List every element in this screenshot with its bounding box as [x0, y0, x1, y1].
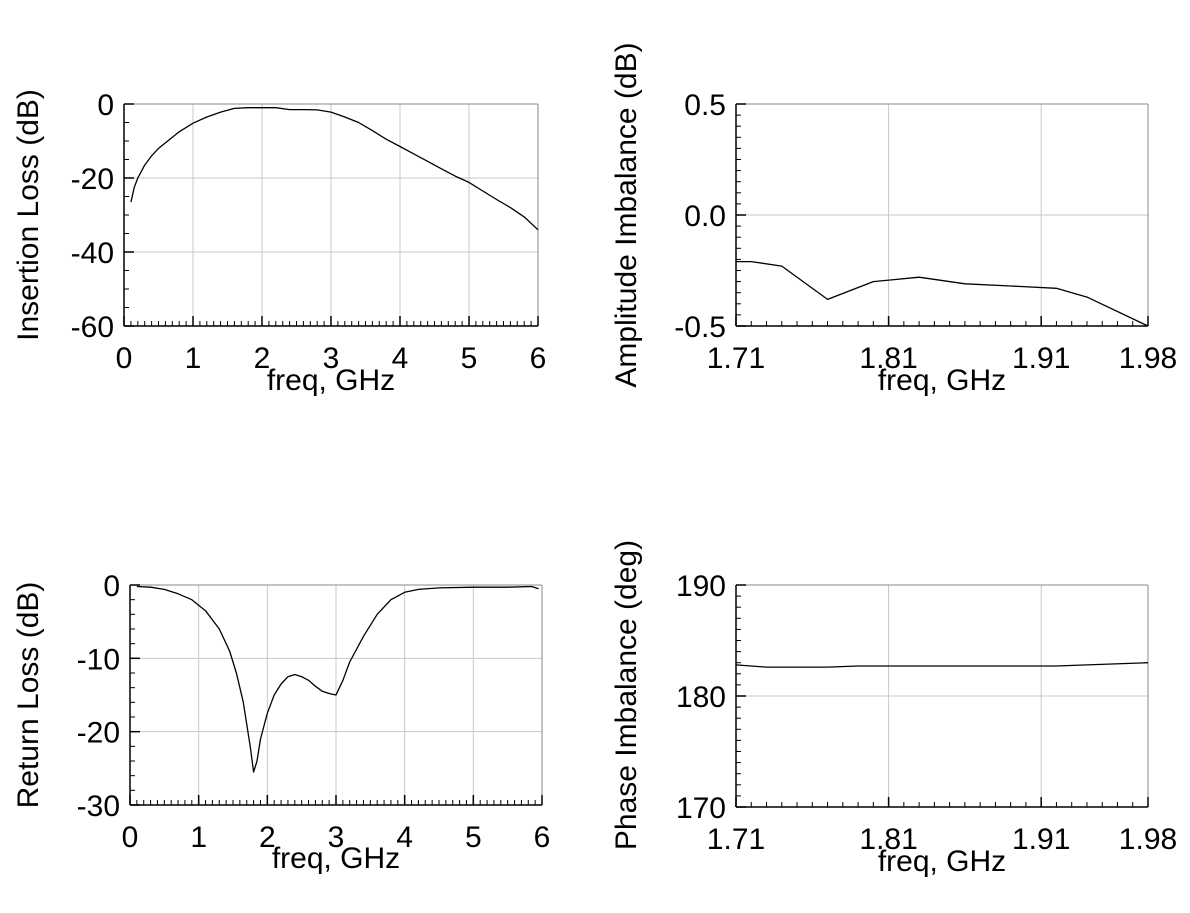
x-tick-label: 2	[254, 342, 271, 375]
y-axis-title: Return Loss (dB)	[12, 582, 45, 809]
x-tick-label: 2	[259, 821, 276, 854]
y-axis-title: Phase Imbalance (deg)	[610, 540, 643, 850]
y-axis-title: Insertion Loss (dB)	[12, 89, 45, 341]
x-tick-label: 4	[392, 342, 409, 375]
chart-insertion-loss: 0 1 2 3 4 5 6 0 -20 -40 -60 freq, GHz Insertion Loss…	[12, 89, 546, 397]
chart-amplitude-imbalance: 1.71 1.81 1.91 1.98 0.5 0.0 -0.5 freq, GHz Ampli…	[610, 42, 1177, 397]
x-tick-label: 1.81	[859, 823, 917, 856]
x-tick-label: 1.91	[1012, 342, 1070, 375]
y-tick-label: 0	[97, 89, 114, 122]
series-line	[735, 662, 1149, 668]
x-tick-label: 1.98	[1119, 342, 1177, 375]
x-tick-label: 1	[190, 821, 207, 854]
series-line	[736, 260, 1149, 327]
x-axis-title: freq, GHz	[878, 364, 1006, 397]
y-tick-label: 170	[676, 792, 726, 825]
x-tick-label: 1.71	[707, 342, 765, 375]
x-tick-label: 1	[185, 342, 202, 375]
y-tick-label: 0	[103, 570, 120, 603]
y-tick-label: 180	[676, 681, 726, 714]
y-tick-label: 0.0	[684, 200, 726, 233]
y-tick-label: 190	[676, 570, 726, 603]
x-tick-label: 4	[396, 821, 413, 854]
y-tick-label: -60	[71, 311, 114, 344]
x-tick-label: 1.98	[1119, 823, 1177, 856]
x-tick-label: 1.91	[1012, 823, 1070, 856]
y-tick-label: -20	[71, 163, 114, 196]
x-tick-label: 1.81	[859, 342, 917, 375]
y-tick-label: 0.5	[684, 89, 726, 122]
y-tick-label: -10	[77, 643, 120, 676]
chart-phase-imbalance: 1.71 1.81 1.91 1.98 190 180 170 freq, GHz Phase …	[610, 540, 1177, 878]
x-tick-label: 0	[116, 342, 133, 375]
x-tick-label: 0	[122, 821, 139, 854]
y-tick-label: -20	[77, 717, 120, 750]
x-tick-label: 3	[323, 342, 340, 375]
y-axis-title: Amplitude Imbalance (dB)	[610, 42, 643, 387]
y-tick-label: -40	[71, 237, 114, 270]
x-tick-label: 1.71	[707, 823, 765, 856]
x-tick-label: 5	[465, 821, 482, 854]
series-line	[130, 107, 539, 231]
x-tick-label: 5	[461, 342, 478, 375]
y-tick-label: -0.5	[674, 311, 726, 344]
x-axis-title: freq, GHz	[267, 364, 395, 397]
x-axis-title: freq, GHz	[272, 842, 400, 875]
y-tick-label: -30	[77, 790, 120, 823]
series-line	[136, 585, 539, 773]
x-tick-label: 6	[530, 342, 547, 375]
x-tick-label: 3	[328, 821, 345, 854]
x-tick-label: 6	[534, 821, 551, 854]
x-axis-title: freq, GHz	[878, 845, 1006, 878]
chart-return-loss: 0 1 2 3 4 5 6 0 -10 -20 -30 freq, GHz Return Loss (d…	[12, 570, 550, 875]
